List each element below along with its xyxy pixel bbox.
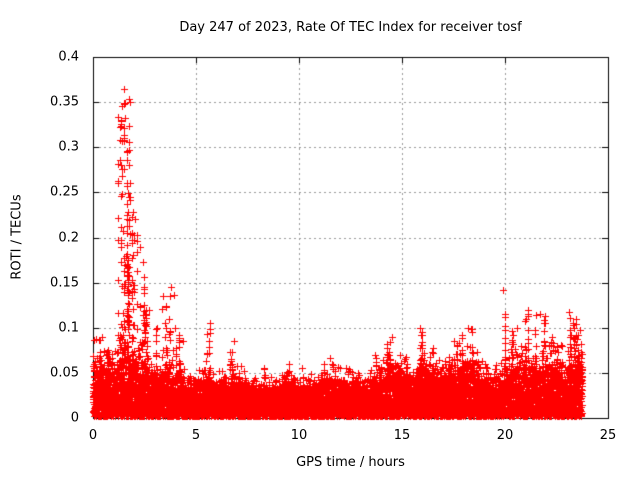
y-tick-label: 0.15 xyxy=(50,275,79,291)
y-tick-label: 0.1 xyxy=(58,320,79,336)
y-tick-label: 0.4 xyxy=(58,49,79,65)
y-tick-label: 0.3 xyxy=(58,139,79,155)
y-tick-label: 0.2 xyxy=(58,230,79,245)
chart-title: Day 247 of 2023, Rate Of TEC Index for r… xyxy=(179,20,522,35)
y-tick-label: 0.25 xyxy=(50,184,79,200)
y-tick-label: 0.35 xyxy=(50,94,79,110)
x-tick-label: 25 xyxy=(599,428,617,443)
x-tick-label: 0 xyxy=(88,428,98,443)
x-tick-label: 20 xyxy=(496,428,514,443)
x-tick-label: 5 xyxy=(191,428,201,443)
x-tick-label: 10 xyxy=(290,428,308,443)
y-tick-label: 0 xyxy=(70,410,79,426)
x-tick-label: 15 xyxy=(393,428,411,443)
x-axis-label: GPS time / hours xyxy=(296,455,405,470)
y-tick-label: 0.05 xyxy=(50,365,79,381)
